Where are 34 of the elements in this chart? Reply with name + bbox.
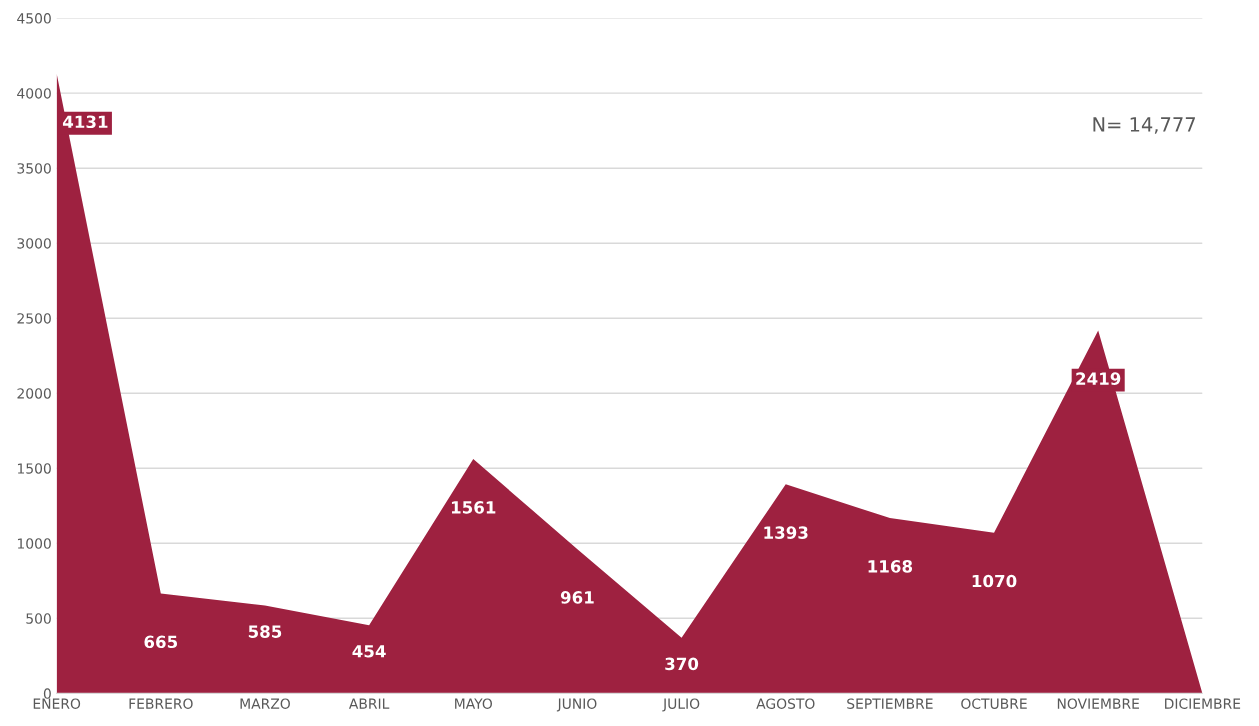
annotation: N= 14,777 [1093,117,1195,134]
data-label: 370 [665,657,699,671]
x-tick-label: AGOSTO [756,698,815,709]
y-tick-label: 3500 [17,163,51,174]
data-label: 4131 [62,115,108,129]
x-tick-label: NOVIEMBRE [1057,698,1139,709]
y-tick-label: 4000 [17,88,51,99]
x-tick-label: JUNIO [556,698,597,712]
y-tick-label: 4500 [17,13,51,24]
data-label: 585 [248,625,282,638]
data-label: 1070 [972,574,1017,588]
x-tick-label: JULIO [662,698,700,712]
data-label: 2419 [1076,372,1121,385]
x-tick-label: ENERO [33,698,81,709]
y-tick-label: 500 [26,613,51,624]
y-tick-label: 1500 [17,463,51,474]
y-tick-label: 2500 [17,313,51,324]
data-label: 454 [352,645,386,658]
data-label: 665 [144,635,178,649]
x-tick-label: FEBRERO [129,698,193,709]
x-tick-label: DICIEMBRE [1165,698,1241,709]
data-label: 1561 [451,501,496,514]
data-label: 1393 [764,526,808,539]
x-tick-label: MAYO [455,698,493,709]
x-tick-label: SEPTIEMBRE [847,698,933,709]
y-tick-label: 1000 [17,538,51,549]
y-tick-label: 0 [43,688,51,699]
y-tick-label: 3000 [17,238,51,249]
y-tick-label: 2000 [17,388,51,399]
x-tick-label: MARZO [240,698,290,709]
data-label: 1168 [868,560,913,573]
x-tick-label: ABRIL [348,698,390,709]
x-tick-label: OCTUBRE [961,698,1027,709]
data-label: 961 [560,591,594,604]
